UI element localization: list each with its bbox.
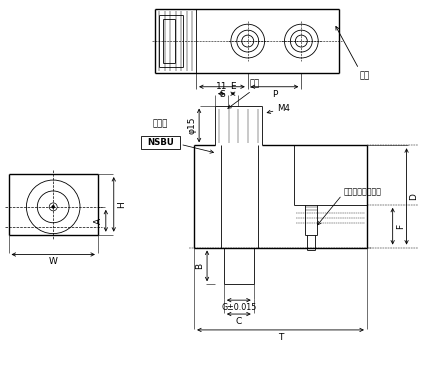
Text: A: A <box>94 218 103 224</box>
Text: H: H <box>117 201 126 208</box>
Text: C: C <box>236 317 242 326</box>
Text: W: W <box>49 257 58 266</box>
Text: G±0.015: G±0.015 <box>221 303 256 312</box>
Text: φ15: φ15 <box>187 117 196 134</box>
Text: F: F <box>395 224 404 229</box>
Text: D: D <box>410 193 419 200</box>
Text: B: B <box>195 263 204 269</box>
Circle shape <box>52 206 55 209</box>
Text: NSBU: NSBU <box>147 138 174 147</box>
Text: 11: 11 <box>216 82 227 91</box>
Text: P: P <box>272 90 277 99</box>
Text: 主体: 主体 <box>360 71 370 80</box>
Text: E: E <box>230 82 236 91</box>
Text: M4: M4 <box>277 104 291 113</box>
Text: 内六角圆柱头螺栓: 内六角圆柱头螺栓 <box>344 188 382 197</box>
Text: S: S <box>219 90 225 99</box>
Text: 轴环: 轴环 <box>250 80 260 89</box>
Text: 聚氨酯: 聚氨酯 <box>153 119 168 128</box>
Text: T: T <box>278 333 283 342</box>
